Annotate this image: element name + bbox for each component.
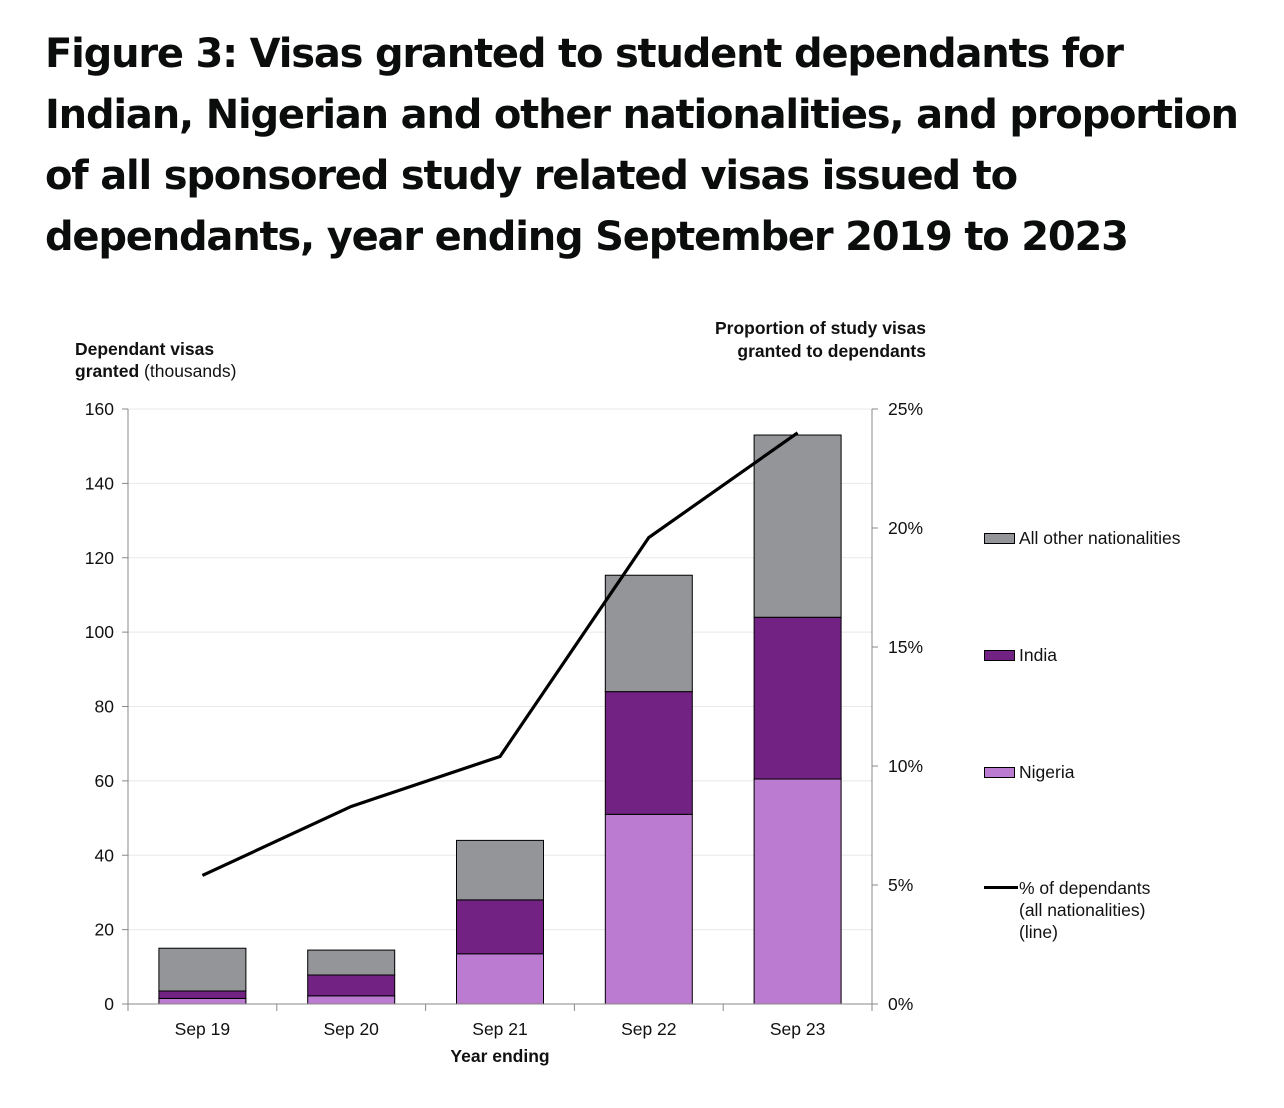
y2-tick-label: 25% (888, 399, 923, 419)
legend-swatch-line (984, 886, 1018, 889)
chart-title-line: dependants, year ending September 2019 t… (45, 214, 1129, 260)
x-tick-label: Sep 23 (770, 1019, 825, 1039)
bar-segment (604, 574, 693, 693)
left-axis-title-unit: (thousands) (139, 361, 237, 381)
y2-tick-label: 0% (888, 994, 913, 1014)
left-axis-title-bold: granted (75, 361, 140, 381)
line-series (201, 431, 799, 877)
y-tick-label: 60 (95, 771, 115, 791)
x-axis-title: Year ending (450, 1046, 549, 1066)
bar-segment (753, 778, 842, 1005)
legend-label-line-3: (line) (1019, 922, 1058, 942)
y2-tick-label: 15% (888, 637, 923, 657)
legend-swatch-india (984, 650, 1015, 661)
bar-segment (307, 995, 396, 1005)
chart-title-line: Figure 3: Visas granted to student depen… (45, 31, 1124, 77)
bar-segment (456, 899, 544, 955)
bar-segment (158, 990, 247, 999)
chart-title: Figure 3: Visas granted to student depen… (45, 24, 1255, 268)
y-tick-label: 100 (85, 622, 114, 642)
bar-segment (456, 953, 544, 1005)
bar-segment (753, 434, 842, 618)
bar-segment (604, 691, 693, 815)
bar-segment (604, 813, 693, 1005)
legend-label-nigeria: Nigeria (1019, 762, 1075, 782)
x-tick-label: Sep 21 (472, 1019, 527, 1039)
bar-segment (307, 949, 396, 976)
legend-swatch-nigeria (984, 767, 1015, 778)
chart-title-line: of all sponsored study related visas iss… (45, 153, 1018, 199)
x-tick-label: Sep 20 (323, 1019, 379, 1039)
y2-tick-label: 5% (888, 875, 913, 895)
bar-segment (456, 839, 544, 901)
chart-title-line: Indian, Nigerian and other nationalities… (45, 92, 1239, 138)
legend-label-line: % of dependants (all nationalities) (lin… (1019, 877, 1150, 943)
y-tick-label: 160 (85, 399, 114, 419)
y-tick-label: 80 (95, 697, 115, 717)
y-tick-label: 0 (104, 994, 114, 1014)
x-tick-label: Sep 19 (175, 1019, 230, 1039)
y-tick-label: 40 (95, 845, 115, 865)
bar-segment (158, 997, 247, 1005)
x-tick-label: Sep 22 (621, 1019, 676, 1039)
legend-label-india: India (1019, 645, 1057, 665)
y-tick-label: 140 (85, 473, 114, 493)
bar-segment (753, 616, 842, 780)
legend-swatch-other (984, 533, 1015, 544)
y-tick-label: 120 (85, 548, 114, 568)
legend-label-line-1: % of dependants (1019, 878, 1151, 898)
y2-tick-label: 10% (888, 756, 923, 776)
legend-label-other: All other nationalities (1019, 528, 1181, 548)
y-tick-label: 20 (95, 920, 115, 940)
y2-tick-label: 20% (888, 518, 923, 538)
left-axis-title: Dependant visas granted (thousands) (75, 338, 236, 382)
bar-segment (307, 974, 396, 997)
right-axis-title: Proportion of study visas granted to dep… (715, 318, 926, 361)
legend-label-line-2: (all nationalities) (1019, 900, 1146, 920)
left-axis-title-line: Dependant visas (75, 339, 215, 359)
bar-segment (158, 947, 247, 992)
